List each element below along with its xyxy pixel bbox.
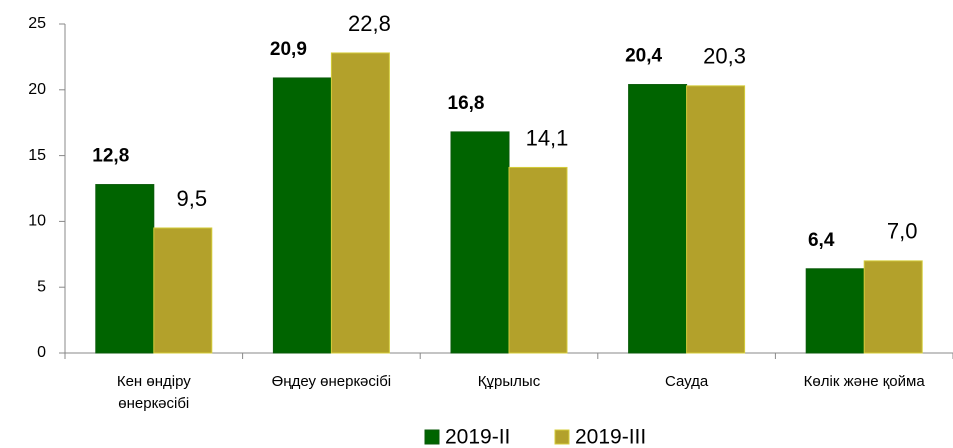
x-tick-label: Көлік және қойма: [803, 373, 925, 390]
y-tick-label: 10: [28, 213, 46, 230]
data-label: 16,8: [448, 93, 485, 114]
data-label: 20,3: [703, 44, 746, 69]
x-tick-label: Құрылыс: [477, 373, 541, 390]
data-label: 20,9: [270, 39, 307, 60]
y-tick-label: 20: [28, 81, 46, 98]
bar: [508, 166, 568, 354]
bar: [330, 52, 390, 354]
y-tick-label: 5: [37, 278, 46, 295]
bar: [450, 131, 510, 354]
x-tick-label: Сауда: [664, 373, 709, 390]
data-label: 20,4: [625, 46, 662, 67]
data-label: 6,4: [808, 230, 835, 251]
x-tick-label: Өңдеу өнеркәсібі: [271, 373, 392, 390]
bar: [863, 260, 923, 354]
y-tick-label: 0: [37, 344, 46, 361]
y-tick-label: 15: [28, 147, 46, 164]
bar: [628, 84, 688, 354]
x-tick-label: Кен өндіру өнеркәсібі: [116, 373, 191, 412]
bar: [95, 184, 155, 354]
y-tick-label: 25: [28, 15, 46, 32]
legend-swatch: [554, 429, 570, 445]
data-label: 7,0: [887, 219, 918, 244]
bar: [805, 268, 865, 354]
data-label: 14,1: [526, 125, 569, 150]
legend-label: 2019-III: [575, 426, 646, 448]
bar: [686, 85, 746, 354]
bar: [153, 227, 213, 354]
data-label: 22,8: [348, 11, 391, 36]
legend-swatch: [424, 429, 440, 445]
data-label: 12,8: [92, 146, 129, 167]
legend-label: 2019-II: [445, 426, 510, 448]
bar: [272, 77, 332, 354]
data-label: 9,5: [177, 186, 208, 211]
